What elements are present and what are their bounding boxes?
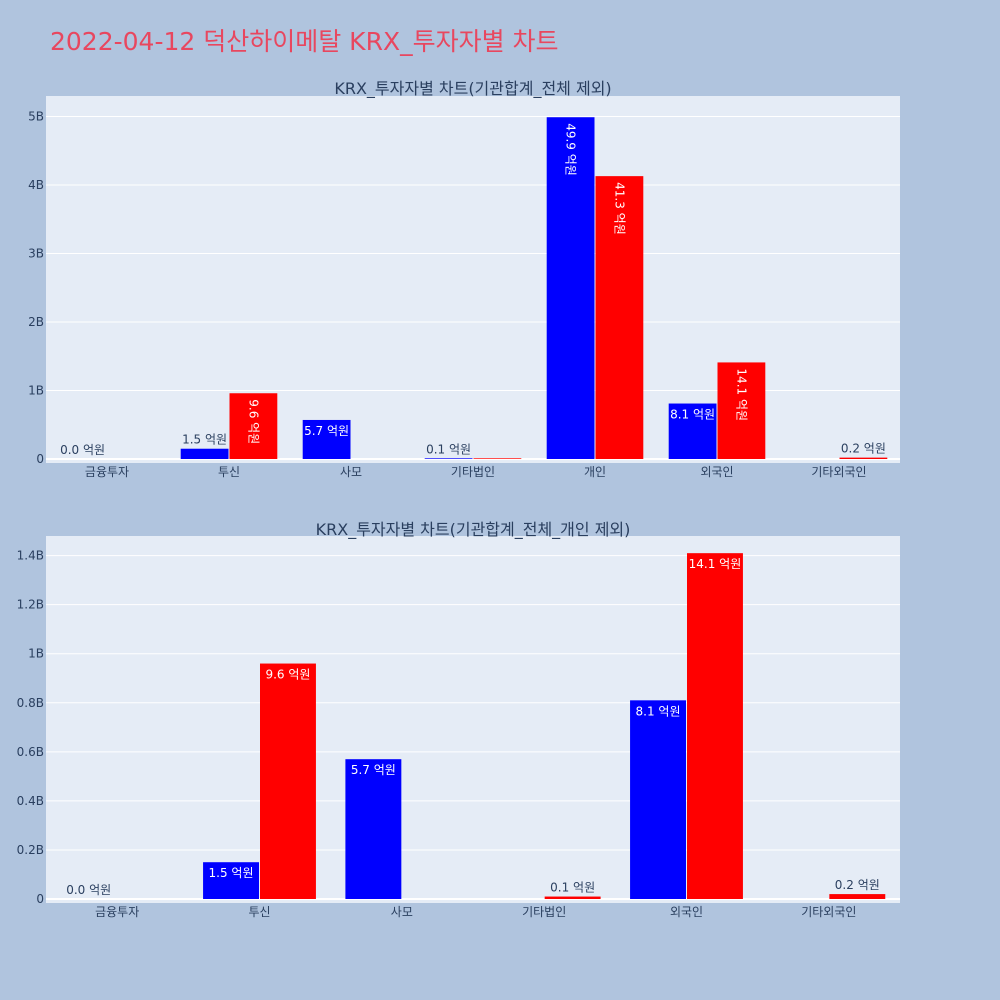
bar [473, 458, 522, 459]
bar-value-label: 49.9 억원 [564, 123, 578, 176]
bar [630, 700, 686, 899]
bar-value-label: 14.1 억원 [689, 557, 742, 571]
bar-value-label: 0.2 억원 [841, 442, 886, 456]
bar-value-label: 5.7 억원 [351, 763, 396, 777]
bar-value-label: 0.2 억원 [835, 878, 880, 892]
x-tick-label: 사모 [340, 465, 362, 479]
bar-value-label: 0.0 억원 [60, 443, 105, 457]
bar-value-label: 41.3 억원 [612, 182, 626, 235]
y-tick-label: 0.6B [17, 745, 44, 759]
bar [229, 393, 278, 459]
bar [424, 458, 473, 459]
y-tick-label: 0 [36, 452, 44, 466]
bar-value-label: 0.1 억원 [550, 881, 595, 895]
bar [595, 176, 644, 459]
bar-value-label: 1.5 억원 [182, 433, 227, 447]
bar-value-label: 1.5 억원 [209, 866, 254, 880]
bar [544, 896, 601, 899]
bar [546, 117, 595, 459]
bar-value-label: 8.1 억원 [636, 704, 681, 718]
x-tick-label: 투신 [218, 465, 240, 479]
bar [829, 894, 886, 899]
bar [839, 457, 888, 459]
bar [687, 553, 743, 899]
y-tick-label: 2B [28, 315, 44, 329]
x-tick-label: 개인 [584, 465, 606, 479]
y-tick-label: 0.4B [17, 794, 44, 808]
bar-value-label: 9.6 억원 [265, 668, 310, 682]
x-tick-label: 기타외국인 [801, 905, 856, 919]
bar-value-label: 5.7 억원 [304, 424, 349, 438]
y-tick-label: 1.2B [17, 598, 44, 612]
x-tick-label: 금융투자 [95, 905, 139, 919]
bar [203, 862, 259, 899]
y-tick-label: 5B [28, 110, 44, 124]
bar [668, 403, 717, 459]
bar-value-label: 14.1 억원 [734, 368, 748, 421]
chart-title: KRX_투자자별 차트(기관합계_전체_개인 제외) [316, 520, 631, 540]
page-title: 2022-04-12 덕산하이메탈 KRX_투자자별 차트 [50, 27, 559, 56]
bar [302, 419, 351, 459]
bar-value-label: 0.0 억원 [66, 883, 111, 897]
x-tick-label: 기타법인 [522, 905, 566, 919]
y-tick-label: 1B [28, 647, 44, 661]
y-tick-label: 1B [28, 384, 44, 398]
y-tick-label: 0 [36, 892, 44, 906]
bar-value-label: 8.1 억원 [670, 408, 715, 422]
y-tick-label: 1.4B [17, 549, 44, 563]
y-tick-label: 4B [28, 178, 44, 192]
x-tick-label: 금융투자 [85, 465, 129, 479]
bar [717, 362, 766, 459]
x-tick-label: 사모 [391, 905, 413, 919]
x-tick-label: 외국인 [700, 465, 733, 479]
x-tick-label: 투신 [248, 905, 270, 919]
y-tick-label: 0.2B [17, 843, 44, 857]
y-tick-label: 0.8B [17, 696, 44, 710]
bar-value-label: 0.1 억원 [426, 442, 471, 456]
plot-area-1 [46, 96, 900, 463]
x-tick-label: 외국인 [670, 905, 703, 919]
plot-area-2 [46, 536, 900, 903]
bar [180, 448, 229, 459]
bar [345, 759, 402, 899]
x-tick-label: 기타법인 [451, 465, 495, 479]
bar [260, 663, 316, 899]
bar-value-label: 9.6 억원 [246, 399, 260, 444]
y-tick-label: 3B [28, 247, 44, 261]
chart-title: KRX_투자자별 차트(기관합계_전체 제외) [334, 79, 611, 99]
x-tick-label: 기타외국인 [811, 465, 866, 479]
